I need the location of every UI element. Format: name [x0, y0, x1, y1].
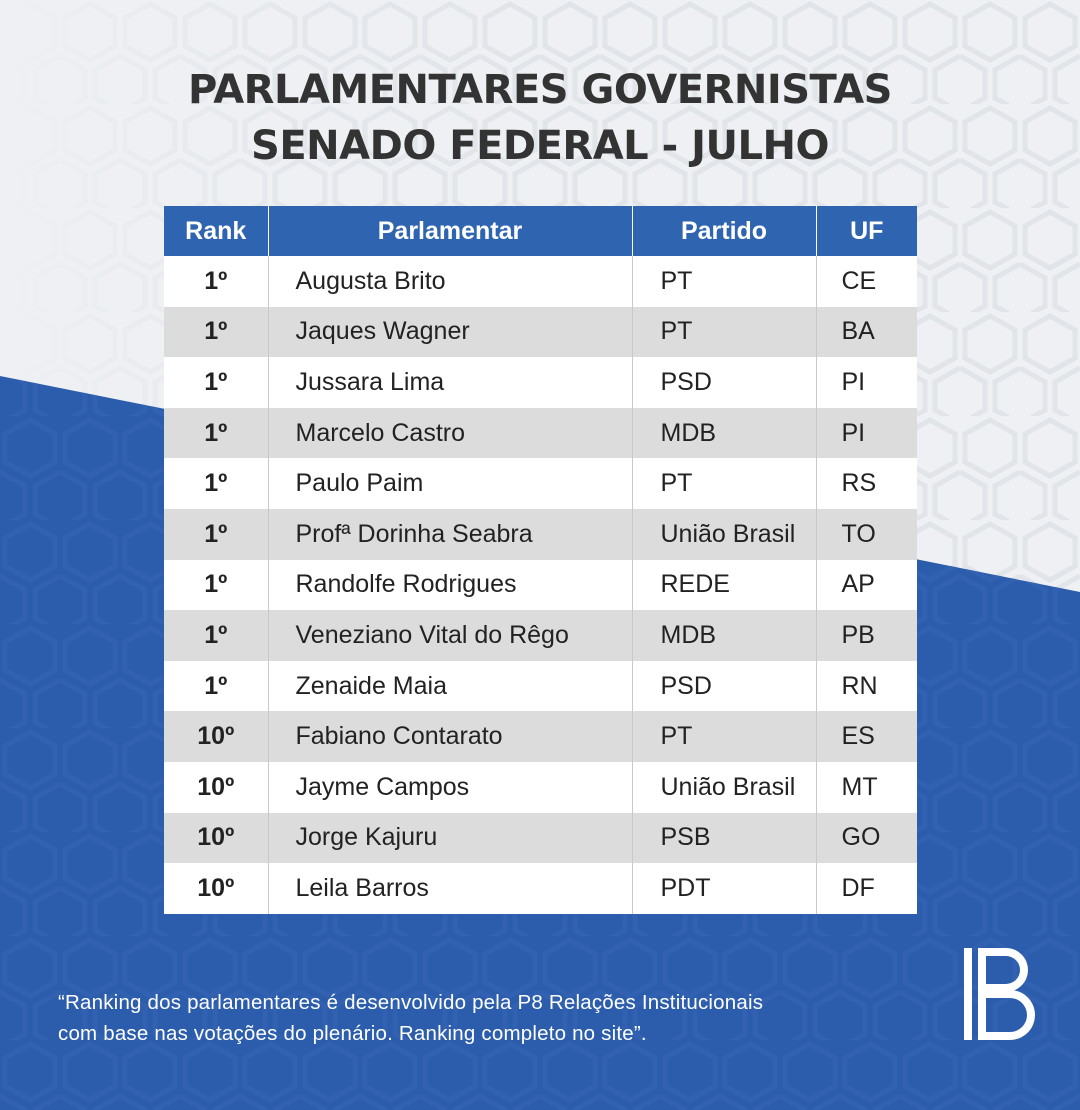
header-parlamentar: Parlamentar	[268, 206, 633, 256]
table-row: 1º Augusta Brito PT CE	[164, 256, 917, 307]
name-cell: Leila Barros	[268, 863, 633, 914]
name-cell: Jaques Wagner	[268, 306, 633, 358]
uf-cell: GO	[816, 812, 917, 864]
rank-cell: 1º	[164, 508, 269, 560]
rank-cell: 1º	[164, 306, 269, 358]
uf-cell: RS	[816, 458, 917, 509]
table-row: 1º Veneziano Vital do Rêgo MDB PB	[164, 610, 917, 661]
table-row: 1º Profª Dorinha Seabra União Brasil TO	[164, 508, 917, 560]
uf-cell: RN	[816, 660, 917, 712]
p8-logo-icon	[964, 948, 1035, 1040]
rank-cell: 10º	[164, 863, 269, 914]
rank-cell: 1º	[164, 407, 269, 459]
rank-cell: 1º	[164, 660, 269, 712]
table-row: 10º Leila Barros PDT DF	[164, 863, 917, 914]
table-row: 1º Paulo Paim PT RS	[164, 458, 917, 509]
party-cell: PSB	[632, 812, 817, 864]
name-cell: Zenaide Maia	[268, 660, 633, 712]
party-cell: PSD	[632, 357, 817, 408]
table-row: 1º Marcelo Castro MDB PI	[164, 407, 917, 459]
party-cell: PT	[632, 711, 817, 762]
rank-cell: 1º	[164, 458, 269, 509]
uf-cell: BA	[816, 306, 917, 358]
party-cell: União Brasil	[632, 761, 817, 813]
uf-cell: PB	[816, 610, 917, 661]
rank-cell: 10º	[164, 812, 269, 864]
party-cell: PT	[632, 458, 817, 509]
name-cell: Paulo Paim	[268, 458, 633, 509]
table-header-row: Rank Parlamentar Partido UF	[164, 206, 917, 256]
name-cell: Jussara Lima	[268, 357, 633, 408]
name-cell: Augusta Brito	[268, 256, 633, 307]
footer-line-1: “Ranking dos parlamentares é desenvolvid…	[58, 991, 764, 1014]
header-partido: Partido	[632, 206, 817, 256]
party-cell: MDB	[632, 610, 817, 661]
party-cell: PDT	[632, 863, 817, 914]
uf-cell: CE	[816, 256, 917, 307]
ranking-table: Rank Parlamentar Partido UF 1º Augusta B…	[164, 206, 917, 914]
party-cell: PSD	[632, 660, 817, 712]
party-cell: PT	[632, 306, 817, 358]
uf-cell: TO	[816, 508, 917, 560]
name-cell: Jorge Kajuru	[268, 812, 633, 864]
party-cell: REDE	[632, 559, 817, 611]
name-cell: Randolfe Rodrigues	[268, 559, 633, 611]
uf-cell: DF	[816, 863, 917, 914]
table-row: 1º Jussara Lima PSD PI	[164, 357, 917, 408]
table-row: 10º Jayme Campos União Brasil MT	[164, 761, 917, 813]
table-row: 1º Jaques Wagner PT BA	[164, 306, 917, 358]
rank-cell: 10º	[164, 711, 269, 762]
header-uf: UF	[816, 206, 917, 256]
title-line-1: PARLAMENTARES GOVERNISTAS	[188, 67, 892, 113]
party-cell: PT	[632, 256, 817, 307]
header-rank: Rank	[164, 206, 269, 256]
table-row: 1º Randolfe Rodrigues REDE AP	[164, 559, 917, 611]
name-cell: Marcelo Castro	[268, 407, 633, 459]
party-cell: MDB	[632, 407, 817, 459]
name-cell: Jayme Campos	[268, 761, 633, 813]
rank-cell: 1º	[164, 559, 269, 611]
rank-cell: 1º	[164, 610, 269, 661]
page-title: PARLAMENTARES GOVERNISTAS SENADO FEDERAL…	[0, 62, 1080, 174]
footer-line-2: com base nas votações do plenário. Ranki…	[58, 1022, 647, 1045]
uf-cell: ES	[816, 711, 917, 762]
rank-cell: 1º	[164, 357, 269, 408]
name-cell: Veneziano Vital do Rêgo	[268, 610, 633, 661]
table-row: 10º Jorge Kajuru PSB GO	[164, 812, 917, 864]
name-cell: Fabiano Contarato	[268, 711, 633, 762]
rank-cell: 10º	[164, 761, 269, 813]
footer-note: “Ranking dos parlamentares é desenvolvid…	[58, 987, 918, 1049]
uf-cell: MT	[816, 761, 917, 813]
name-cell: Profª Dorinha Seabra	[268, 508, 633, 560]
party-cell: União Brasil	[632, 508, 817, 560]
rank-cell: 1º	[164, 256, 269, 307]
uf-cell: AP	[816, 559, 917, 611]
uf-cell: PI	[816, 357, 917, 408]
table-row: 1º Zenaide Maia PSD RN	[164, 660, 917, 712]
uf-cell: PI	[816, 407, 917, 459]
table-row: 10º Fabiano Contarato PT ES	[164, 711, 917, 762]
title-line-2: SENADO FEDERAL - JULHO	[251, 123, 829, 169]
